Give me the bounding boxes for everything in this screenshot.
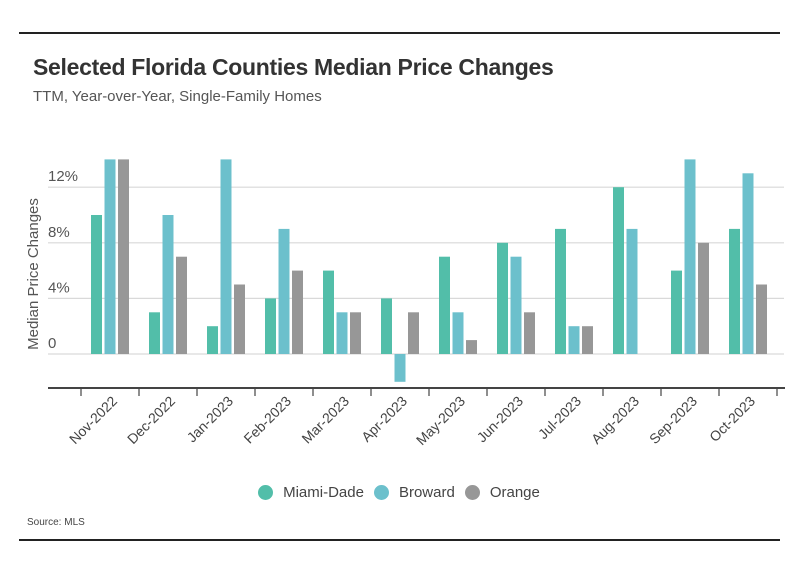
x-tick-label: May-2023 — [413, 393, 468, 448]
bar-miami-dade-apr-2023 — [381, 298, 392, 354]
bar-broward-dec-2022 — [162, 215, 174, 354]
bar-broward-nov-2022 — [104, 159, 116, 354]
x-axis: Nov-2022 Dec-2022 Jan-2023 Feb-2023 Mar-2023… — [48, 387, 785, 448]
bar-orange-jan-2023 — [234, 284, 245, 354]
bar-orange-jun-2023 — [524, 312, 535, 354]
x-tick-label: Jun-2023 — [474, 393, 527, 446]
bar-broward-apr-2023 — [394, 354, 406, 382]
y-axis-ticks: 0 4% 8% 12% — [48, 168, 78, 352]
x-tick-label: Sep-2023 — [646, 393, 700, 447]
bar-orange-dec-2022 — [176, 256, 187, 354]
x-tick-label: Apr-2023 — [358, 393, 410, 445]
top-rule — [19, 32, 780, 34]
bar-broward-feb-2023 — [278, 228, 290, 354]
x-tick-label: Jan-2023 — [184, 393, 237, 446]
bars — [91, 159, 767, 382]
legend: Miami-Dade Broward Orange — [0, 484, 798, 501]
y-tick-label: 8% — [48, 224, 70, 241]
legend-label: Broward — [398, 484, 455, 501]
x-tick-label: Dec-2022 — [124, 393, 178, 447]
y-tick-label: 12% — [48, 168, 78, 185]
bar-orange-apr-2023 — [408, 312, 419, 354]
bar-orange-may-2023 — [466, 340, 477, 354]
legend-item-orange[interactable]: Orange — [464, 484, 540, 501]
bar-orange-sep-2023 — [698, 242, 709, 354]
bar-broward-may-2023 — [452, 312, 464, 354]
legend-item-miami-dade[interactable]: Miami-Dade — [258, 484, 364, 501]
chart-subtitle: TTM, Year-over-Year, Single-Family Homes — [33, 88, 322, 105]
bar-broward-sep-2023 — [684, 159, 696, 354]
bottom-rule — [19, 539, 780, 541]
y-tick-label: 4% — [48, 279, 70, 296]
bar-broward-jun-2023 — [510, 256, 522, 354]
bar-broward-jan-2023 — [220, 159, 232, 354]
bar-miami-dade-mar-2023 — [323, 270, 334, 354]
bar-miami-dade-nov-2022 — [91, 215, 102, 354]
bar-miami-dade-dec-2022 — [149, 312, 160, 354]
bar-miami-dade-jul-2023 — [555, 228, 566, 354]
x-tick-label: Mar-2023 — [298, 393, 352, 447]
x-tick-label: Feb-2023 — [240, 393, 294, 447]
x-tick-label: Oct-2023 — [706, 393, 758, 445]
bar-miami-dade-jun-2023 — [497, 242, 508, 354]
legend-swatch-icon — [373, 485, 389, 500]
bar-broward-mar-2023 — [336, 312, 348, 354]
bar-broward-jul-2023 — [568, 326, 580, 354]
legend-label: Orange — [489, 484, 540, 501]
legend-swatch-icon — [464, 485, 480, 500]
chart-title: Selected Florida Counties Median Price C… — [33, 54, 554, 80]
y-axis-label: Median Price Changes — [25, 198, 42, 350]
bar-miami-dade-sep-2023 — [671, 270, 682, 354]
y-tick-label: 0 — [48, 335, 56, 352]
bar-miami-dade-may-2023 — [439, 256, 450, 354]
legend-item-broward[interactable]: Broward — [373, 484, 455, 501]
bar-miami-dade-feb-2023 — [265, 298, 276, 354]
legend-swatch-icon — [258, 485, 274, 500]
legend-label: Miami-Dade — [283, 484, 364, 501]
bar-orange-nov-2022 — [118, 159, 129, 354]
bar-miami-dade-oct-2023 — [729, 228, 740, 354]
bar-broward-oct-2023 — [742, 173, 754, 354]
x-tick-label: Aug-2023 — [588, 393, 642, 447]
bar-miami-dade-aug-2023 — [613, 187, 624, 354]
source-note: Source: MLS — [27, 517, 85, 528]
bar-broward-aug-2023 — [626, 228, 638, 354]
x-tick-label: Jul-2023 — [535, 393, 584, 442]
bar-orange-feb-2023 — [292, 270, 303, 354]
bar-orange-oct-2023 — [756, 284, 767, 354]
x-tick-label: Nov-2022 — [66, 393, 120, 447]
bar-miami-dade-jan-2023 — [207, 326, 218, 354]
bar-orange-jul-2023 — [582, 326, 593, 354]
bar-orange-mar-2023 — [350, 312, 361, 354]
